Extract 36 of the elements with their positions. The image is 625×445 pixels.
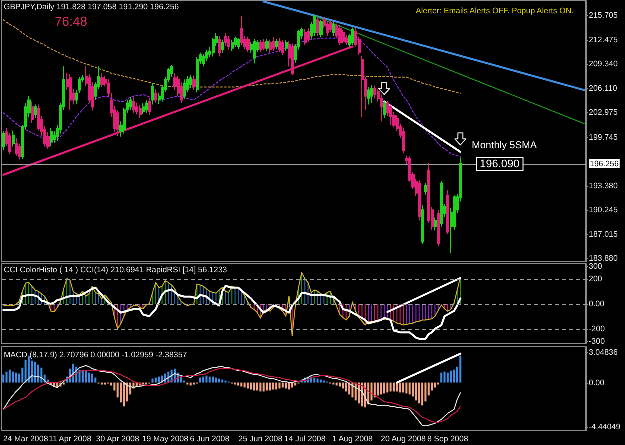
y-tick-label: 187.015 bbox=[589, 230, 618, 239]
y-tick-label: 199.745 bbox=[589, 132, 618, 142]
y-tick-label: 193.380 bbox=[589, 181, 618, 190]
y-tick-label: -300 bbox=[589, 337, 606, 346]
x-tick-label: 24 Mar 2008 bbox=[3, 434, 49, 444]
y-tick-label: 0.00 bbox=[589, 378, 606, 388]
annotation: Alerter: Emails Alerts OFF. Popup Alerts ON. bbox=[416, 6, 574, 16]
x-tick-label: 14 Jul 2008 bbox=[284, 434, 326, 444]
x-tick-label: 8 Sep 2008 bbox=[427, 434, 469, 444]
annotation: 76:48 bbox=[55, 14, 88, 29]
x-tick-label: 30 Apr 2008 bbox=[96, 434, 140, 444]
y-tick-label: 3.04836 bbox=[589, 348, 618, 357]
chart-title: GBPJPY,Daily 191.828 197.058 191.290 196.256 bbox=[4, 2, 180, 12]
y-tick-label: -4.44049 bbox=[589, 422, 622, 432]
x-tick-label: 20 Aug 2008 bbox=[381, 434, 427, 444]
y-tick-label: 215.705 bbox=[589, 10, 618, 20]
chart-title: CCI ColorHisto ( 14 ) CCI(14) 210.6941 RapidRSI [14] 56.1233 bbox=[4, 266, 228, 274]
x-tick-label: 1 Aug 2008 bbox=[332, 434, 374, 444]
x-tick-label: 25 Jun 2008 bbox=[238, 434, 284, 444]
y-tick-label: 183.880 bbox=[589, 254, 618, 263]
y-tick-label: 212.475 bbox=[589, 36, 618, 45]
x-tick-label: 6 Jun 2008 bbox=[190, 434, 230, 444]
y-tick-label: 200 bbox=[589, 274, 603, 284]
y-tick-label: 190.245 bbox=[589, 205, 618, 214]
ref-line-label: 196.256 bbox=[590, 159, 620, 168]
chart-title: MACD (8,17,9) 2.70796 0.00000 -1.02959 -2.38357 bbox=[4, 350, 188, 360]
annotation: 196.090 bbox=[480, 158, 520, 170]
y-tick-label: -200 bbox=[589, 324, 606, 334]
y-tick-label: 202.975 bbox=[589, 108, 618, 118]
y-tick-label: 209.340 bbox=[589, 60, 618, 69]
x-tick-label: 11 Apr 2008 bbox=[48, 434, 92, 444]
y-tick-label: 300 bbox=[589, 262, 603, 271]
x-tick-label: 19 May 2008 bbox=[142, 434, 190, 444]
y-tick-label: 0.00 bbox=[589, 300, 606, 308]
y-tick-label: 206.110 bbox=[589, 84, 618, 94]
annotation: Monthly 5SMA bbox=[472, 140, 538, 152]
